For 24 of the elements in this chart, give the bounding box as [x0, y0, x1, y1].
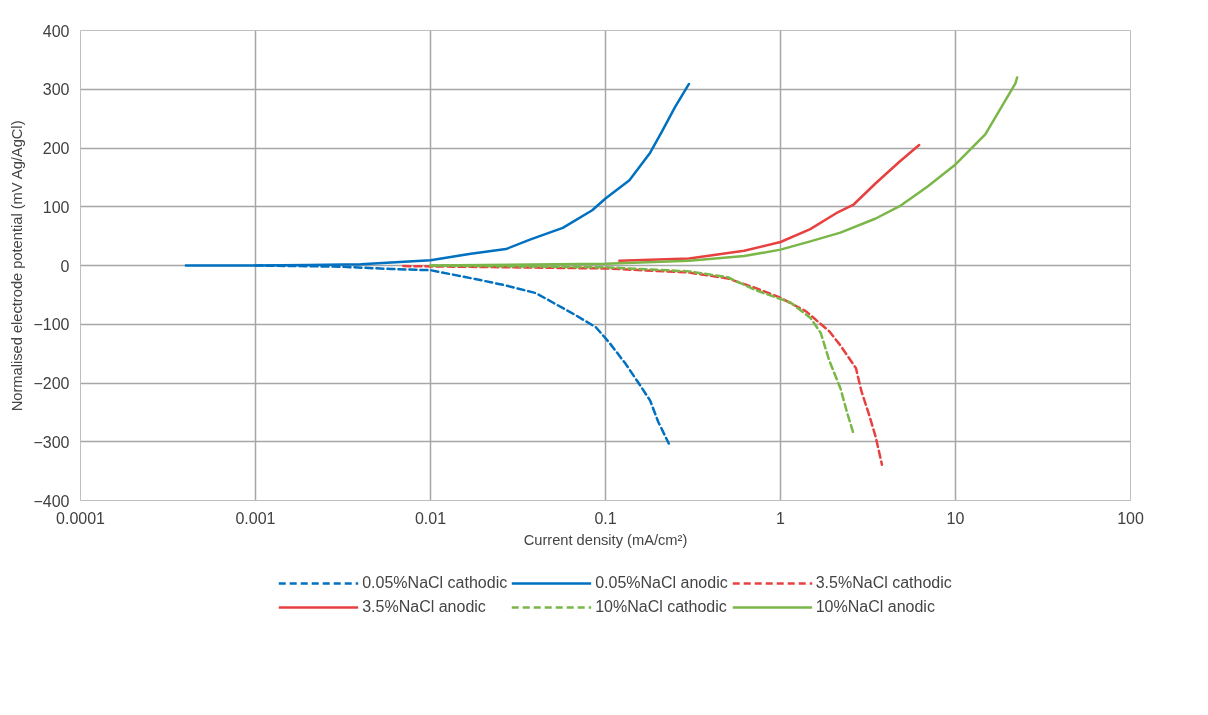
legend-label: 0.05%NaCl cathodic [362, 574, 508, 592]
y-tick-label: 100 [42, 198, 70, 216]
x-tick-label: 1 [776, 509, 786, 527]
y-tick-label: −300 [33, 433, 70, 451]
x-tick-label: 0.01 [414, 509, 447, 527]
y-tick-label: 200 [42, 140, 70, 157]
y-tick-label: 400 [42, 22, 70, 40]
y-axis-title: Normalised electrode potential (mV Ag/AgCl) [9, 120, 26, 412]
legend-label: 10%NaCl anodic [815, 598, 935, 616]
x-axis-title: Current density (mA/cm²) [523, 531, 688, 548]
y-tick-label: −200 [33, 375, 70, 392]
legend-label: 3.5%NaCl cathodic [815, 574, 952, 592]
y-tick-label: −100 [33, 316, 70, 334]
x-tick-label: 0.0001 [56, 509, 106, 527]
legend-label: 10%NaCl cathodic [595, 598, 727, 616]
y-tick-label: 300 [42, 81, 70, 99]
x-tick-label: 10 [946, 509, 965, 527]
y-tick-label: −400 [33, 492, 70, 510]
x-tick-label: 0.001 [235, 509, 276, 527]
legend-label: 3.5%NaCl anodic [362, 598, 486, 616]
y-tick-label: 0 [60, 257, 70, 275]
x-tick-label: 0.1 [594, 509, 617, 527]
legend-label: 0.05%NaCl anodic [595, 574, 728, 592]
x-tick-label: 100 [1117, 509, 1144, 527]
